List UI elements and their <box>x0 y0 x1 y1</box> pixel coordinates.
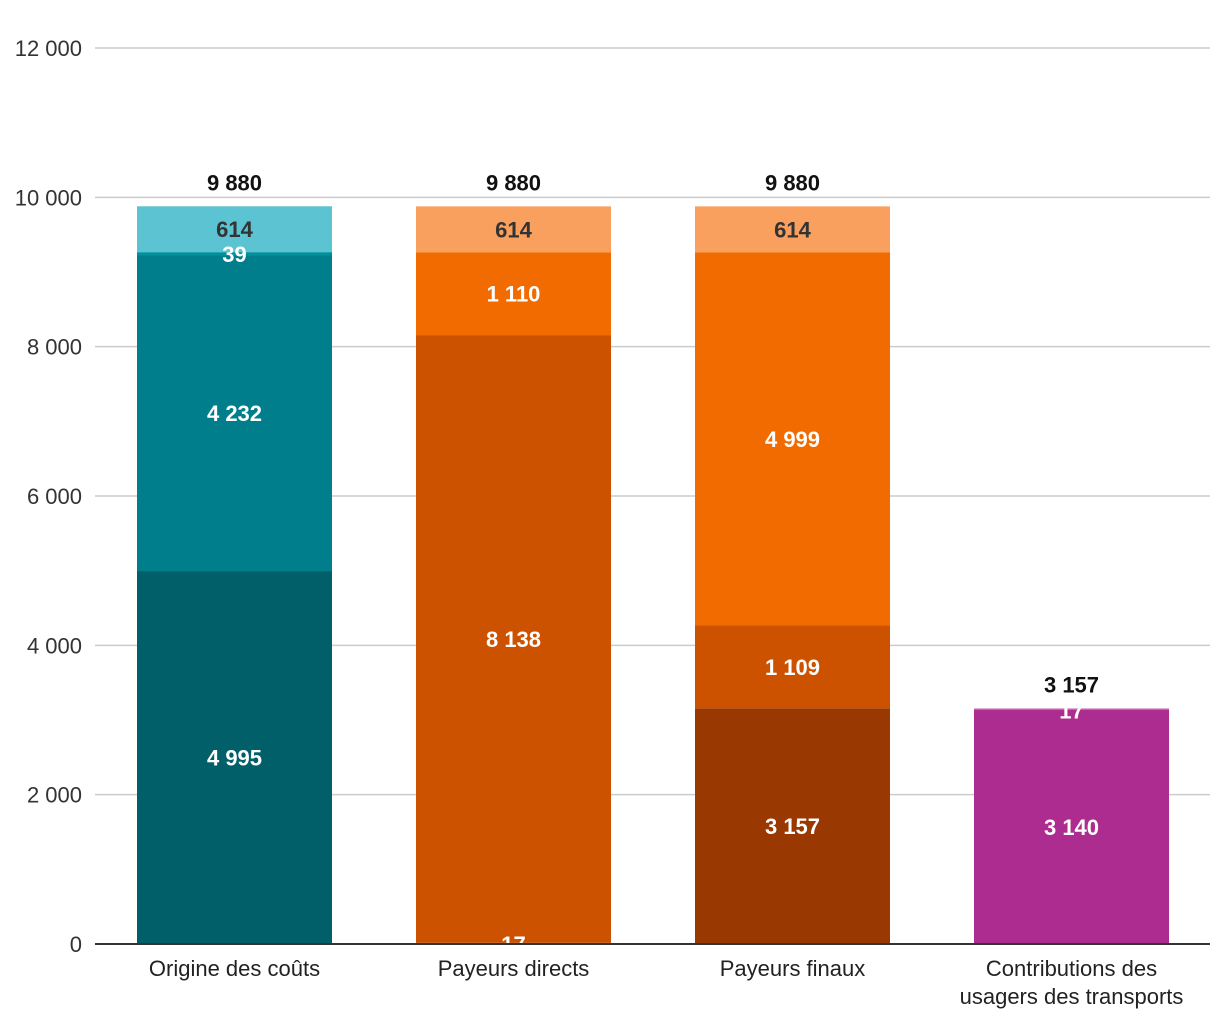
category-label: usagers des transports <box>960 984 1184 1009</box>
segment-value-label: 4 999 <box>765 427 820 452</box>
segment-value-label: 17 <box>1059 698 1083 723</box>
y-tick-label: 6 000 <box>27 484 82 509</box>
segment-value-label: 1 110 <box>487 282 541 307</box>
y-tick-label: 0 <box>70 932 82 957</box>
category-label: Origine des coûts <box>149 956 320 981</box>
bar-1-segment-2 <box>416 252 611 336</box>
bar-3-segment-0 <box>974 709 1169 944</box>
bar-total-label: 9 880 <box>765 170 820 195</box>
segment-value-label: 4 232 <box>207 401 262 426</box>
bar-2-segment-2 <box>695 252 890 626</box>
bars <box>137 206 1169 944</box>
bar-0-segment-3 <box>137 206 332 253</box>
segment-value-label: 614 <box>774 217 811 242</box>
bar-2-segment-0 <box>695 708 890 944</box>
category-label: Payeurs directs <box>438 956 590 981</box>
segment-value-label: 3 140 <box>1044 815 1099 840</box>
bar-total-label: 9 880 <box>207 170 262 195</box>
bar-2-segment-1 <box>695 625 890 709</box>
bar-0-segment-2 <box>137 252 332 256</box>
bar-0-segment-1 <box>137 255 332 572</box>
y-tick-label: 8 000 <box>27 335 82 360</box>
segment-value-label: 4 995 <box>207 746 262 771</box>
segment-value-label: 3 157 <box>765 814 820 839</box>
y-axis-tick-labels: 0 2 000 4 000 6 000 8 000 10 000 12 000 <box>15 36 82 957</box>
bar-total-label: 3 157 <box>1044 672 1099 697</box>
bar-total-label: 9 880 <box>486 170 541 195</box>
y-tick-label: 12 000 <box>15 36 82 61</box>
y-tick-label: 2 000 <box>27 783 82 808</box>
segment-value-label: 1 109 <box>765 655 820 680</box>
category-label: Payeurs finaux <box>720 956 866 981</box>
bar-0-segment-0 <box>137 571 332 944</box>
category-labels: Origine des coûts Payeurs directs Payeurs … <box>149 956 1183 1009</box>
segment-value-label: 39 <box>222 242 246 267</box>
segment-value-label: 614 <box>495 217 532 242</box>
bar-2-segment-3 <box>695 206 890 253</box>
total-labels: 9 880 9 880 9 880 3 157 <box>207 170 1099 697</box>
category-label: Contributions des <box>986 956 1157 981</box>
segment-value-label: 614 <box>216 217 253 242</box>
bar-1-segment-3 <box>416 206 611 253</box>
bar-3-segment-1 <box>974 708 1169 710</box>
y-tick-label: 4 000 <box>27 633 82 658</box>
bar-1-segment-1 <box>416 335 611 943</box>
y-tick-label: 10 000 <box>15 185 82 210</box>
segment-value-label: 8 138 <box>486 627 541 652</box>
